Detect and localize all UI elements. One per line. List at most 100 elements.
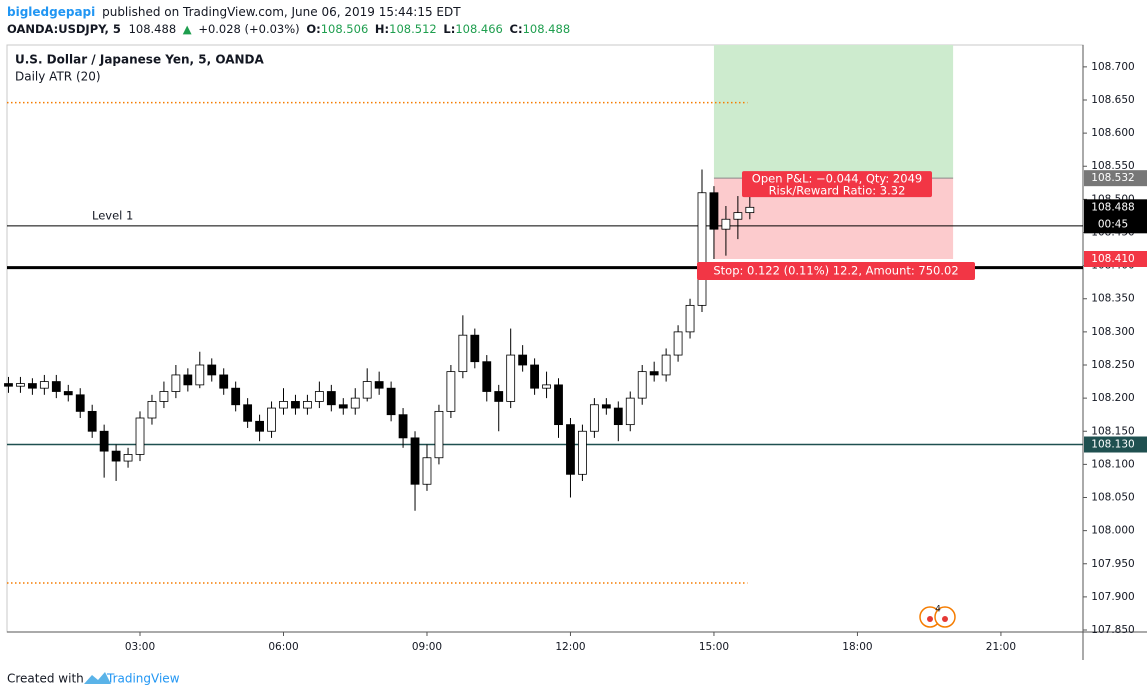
candle-body	[422, 457, 432, 485]
candle-body	[398, 414, 408, 439]
o-value: 108.506	[321, 22, 369, 36]
change: +0.028 (+0.03%)	[198, 22, 299, 36]
candle-body	[159, 391, 169, 402]
candle-body	[566, 424, 575, 475]
candle-body	[374, 381, 384, 389]
arrow: ▲	[183, 22, 192, 36]
events-badge[interactable]: 4	[919, 605, 956, 628]
badge-dot	[927, 616, 933, 622]
candle-body	[231, 387, 241, 406]
candle-body	[601, 404, 611, 409]
candle-body	[637, 371, 647, 399]
y-tick-label: 107.900	[1091, 591, 1134, 603]
author[interactable]: bigledgepapi	[7, 5, 95, 19]
publish-info: published on TradingView.com, June 06, 2…	[102, 5, 461, 19]
y-tick-label: 108.650	[1091, 94, 1134, 106]
candle-body	[709, 192, 719, 230]
l-value: 108.466	[455, 22, 503, 36]
y-tick-label: 108.150	[1091, 425, 1134, 437]
candle-body	[171, 374, 181, 392]
candle-body	[542, 384, 551, 389]
y-tick-label: 108.250	[1091, 359, 1134, 371]
candle-body	[386, 387, 396, 416]
stop-tag	[1084, 250, 1147, 267]
candle-body	[207, 364, 217, 376]
y-tick-label: 108.100	[1091, 458, 1134, 470]
entry-tag	[1084, 170, 1147, 187]
candle-body	[625, 397, 635, 426]
x-tick-label: 21:00	[986, 641, 1016, 653]
candle-body	[255, 420, 264, 432]
line-label: Level 1	[92, 208, 133, 222]
candle-body	[99, 430, 109, 452]
candle-body	[4, 383, 13, 387]
c-label: C:	[510, 22, 523, 36]
y-tick-label: 107.850	[1091, 624, 1134, 636]
candle-body	[446, 371, 456, 412]
candle-body	[673, 331, 683, 356]
footer-created: Created with	[7, 672, 84, 686]
candle-body	[458, 334, 468, 373]
candle-body	[267, 407, 276, 432]
badge-count: 4	[935, 605, 941, 615]
legend-series: U.S. Dollar / Japanese Yen, 5, OANDA	[15, 53, 265, 67]
y-tick-label: 108.550	[1091, 160, 1134, 172]
x-tick-label: 15:00	[699, 641, 729, 653]
h-value: 108.512	[389, 22, 437, 36]
rr-label: Risk/Reward Ratio: 3.32	[769, 184, 906, 198]
price-tag	[1084, 436, 1147, 453]
candle-body	[219, 374, 229, 389]
x-tick-label: 03:00	[125, 641, 155, 653]
candle-body	[721, 218, 731, 230]
y-tick-label: 107.950	[1091, 558, 1134, 570]
legend-indicator: Daily ATR (20)	[15, 70, 101, 84]
candle-body	[362, 381, 372, 399]
h-label: H:	[375, 22, 389, 36]
last-price-label: 108.488	[1091, 201, 1134, 213]
y-tick-label: 108.200	[1091, 392, 1134, 404]
last-price-tag	[1084, 199, 1147, 234]
stop-label: Stop: 0.122 (0.11%) 12.2, Amount: 750.02	[713, 263, 958, 277]
candle-body	[123, 454, 133, 462]
publish-line: bigledgepapi published on TradingView.co…	[7, 5, 461, 19]
y-tick-label: 108.050	[1091, 492, 1134, 504]
candle-body	[410, 437, 420, 485]
candle-body	[434, 410, 444, 459]
badge-dot	[942, 616, 948, 622]
y-tick-label: 108.000	[1091, 525, 1134, 537]
last: 108.488	[129, 22, 177, 36]
quote-line: OANDA:USDJPY, 5 108.488 ▲ +0.028 (+0.03%…	[7, 22, 570, 36]
candle-body	[470, 334, 480, 363]
x-tick-label: 09:00	[412, 641, 442, 653]
c-value: 108.488	[523, 22, 571, 36]
profit-zone	[713, 45, 954, 179]
y-tick-label: 108.300	[1091, 326, 1134, 338]
candle-body	[589, 404, 599, 432]
candle-body	[63, 391, 73, 396]
footer-brand[interactable]: TradingView	[106, 672, 180, 686]
o-label: O:	[306, 22, 320, 36]
y-tick-label: 108.700	[1091, 61, 1134, 73]
plot-area: 108.700108.650108.600108.550108.500108.4…	[4, 44, 1147, 660]
candle-body	[506, 354, 516, 402]
l-label: L:	[443, 22, 455, 36]
price-tag-label: 108.130	[1091, 439, 1134, 451]
candle-body	[51, 381, 61, 392]
countdown: 00:45	[1098, 218, 1128, 230]
candle-body	[111, 450, 121, 462]
candle-body	[578, 430, 587, 475]
x-tick-label: 06:00	[268, 641, 298, 653]
candle-body	[279, 401, 288, 409]
candle-body	[494, 391, 504, 402]
candle-body	[733, 212, 743, 220]
candle-body	[27, 383, 37, 389]
x-tick-label: 12:00	[555, 641, 585, 653]
candle-body	[16, 383, 25, 387]
candle-body	[314, 391, 324, 402]
symbol: OANDA:USDJPY, 5	[7, 22, 121, 36]
position-label-bg	[697, 261, 975, 280]
candle-body	[697, 192, 707, 306]
candle-body	[326, 391, 336, 406]
stop-tag-label: 108.410	[1091, 253, 1134, 265]
